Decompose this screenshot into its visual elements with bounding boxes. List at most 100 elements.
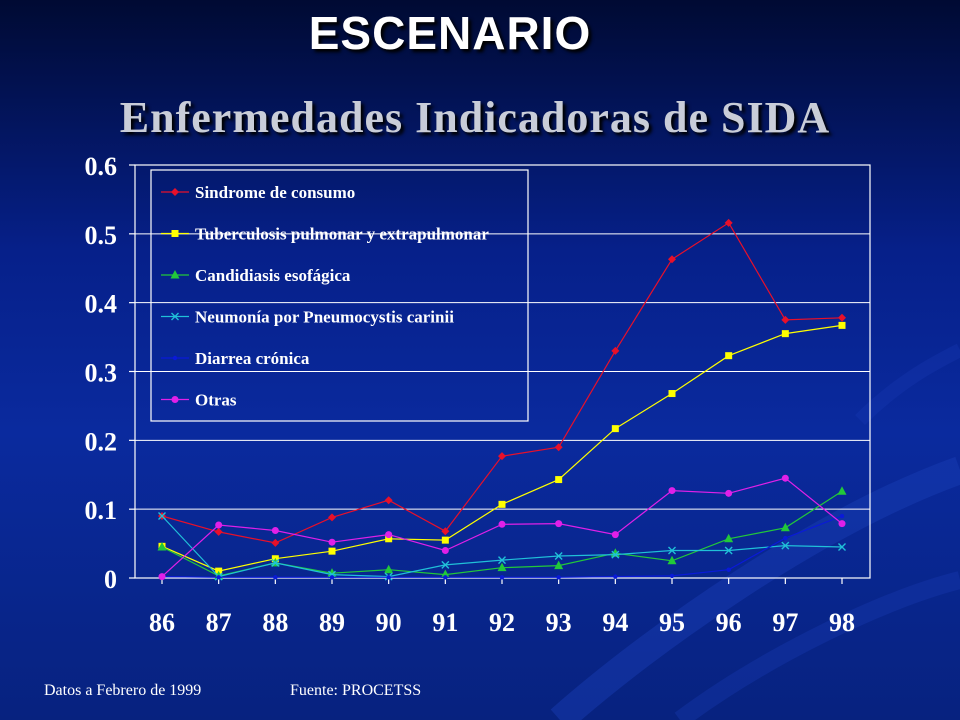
- x-tick-label: 92: [489, 608, 515, 637]
- y-tick-label: 0.5: [85, 221, 118, 250]
- y-tick-label: 0.4: [85, 290, 118, 319]
- data-point-square-series-1: [668, 390, 676, 398]
- data-point-circle-series-5: [725, 489, 733, 497]
- data-point-circle-series-5: [838, 520, 846, 528]
- x-tick-label: 98: [829, 608, 855, 637]
- data-point-x-series-3: [158, 512, 166, 521]
- legend-label: Tuberculosis pulmonar y extrapulmonar: [195, 225, 489, 244]
- data-point-triangle-series-2: [724, 533, 734, 543]
- data-point-dot-series-4: [216, 575, 221, 580]
- legend-marker: [172, 355, 178, 361]
- data-point-square-series-1: [385, 535, 393, 543]
- data-point-circle-series-5: [668, 487, 676, 495]
- legend-label: Neumonía por Pneumocystis carinii: [195, 308, 454, 327]
- data-point-circle-series-5: [328, 538, 336, 546]
- legend-marker: [171, 188, 179, 196]
- legend-box: [150, 169, 529, 422]
- x-tick-label: 88: [262, 608, 288, 637]
- legend-marker: [171, 312, 179, 321]
- data-point-diamond-series-0: [838, 313, 846, 322]
- data-point-diamond-series-0: [214, 527, 223, 536]
- data-point-diamond-series-0: [271, 538, 280, 547]
- data-point-x-series-3: [724, 546, 733, 555]
- x-tick-label: 93: [546, 608, 572, 637]
- data-point-triangle-series-2: [667, 555, 677, 565]
- data-point-square-series-1: [781, 330, 789, 338]
- data-point-circle-series-5: [158, 573, 166, 581]
- data-point-diamond-series-0: [611, 346, 620, 355]
- data-point-dot-series-4: [669, 573, 675, 579]
- data-point-dot-series-4: [556, 575, 561, 580]
- data-point-triangle-series-2: [157, 542, 167, 551]
- data-point-dot-series-4: [613, 574, 618, 579]
- data-point-dot-series-4: [273, 575, 278, 580]
- data-point-diamond-series-0: [668, 255, 676, 264]
- data-point-circle-series-5: [271, 527, 279, 535]
- x-tick-label: 95: [659, 608, 685, 637]
- legend-marker: [171, 230, 179, 237]
- data-point-x-series-3: [611, 550, 620, 559]
- data-point-x-series-3: [554, 551, 563, 560]
- x-tick-label: 89: [319, 608, 345, 637]
- data-point-circle-series-5: [385, 531, 393, 539]
- data-point-dot-series-4: [839, 513, 845, 519]
- y-tick-label: 0.6: [85, 152, 118, 181]
- slide-heading: ESCENARIO: [308, 7, 592, 59]
- x-tick-label: 86: [149, 608, 175, 637]
- x-tick-label: 90: [376, 608, 402, 637]
- data-point-circle-series-5: [611, 531, 619, 539]
- data-point-x-series-3: [781, 541, 790, 550]
- data-point-circle-series-5: [441, 546, 449, 554]
- data-point-diamond-series-0: [724, 218, 733, 227]
- x-tick-label: 97: [772, 608, 798, 637]
- x-tick-label: 94: [602, 608, 628, 637]
- data-point-x-series-3: [271, 558, 280, 567]
- legend-marker: [171, 396, 179, 403]
- data-point-dot-series-4: [726, 567, 731, 572]
- data-point-x-series-3: [838, 543, 846, 552]
- data-point-circle-series-5: [215, 521, 223, 529]
- data-point-x-series-3: [441, 560, 450, 569]
- data-point-diamond-series-0: [498, 452, 506, 461]
- footer-source-note: Fuente: PROCETSS: [290, 682, 422, 699]
- data-point-dot-series-4: [783, 535, 788, 541]
- data-point-dot-series-4: [443, 575, 448, 580]
- data-point-diamond-series-0: [554, 443, 563, 452]
- data-point-dot-series-4: [499, 575, 505, 580]
- x-tick-label: 91: [432, 608, 458, 637]
- data-point-diamond-series-0: [328, 513, 336, 522]
- data-point-dot-series-4: [329, 575, 335, 580]
- data-point-square-series-1: [611, 425, 619, 433]
- x-tick-label: 87: [206, 608, 232, 637]
- legend-marker: [170, 270, 180, 279]
- data-point-square-series-1: [555, 476, 563, 484]
- slide-subheading: Enfermedades Indicadoras de SIDA: [119, 93, 831, 142]
- data-point-triangle-series-2: [440, 569, 450, 579]
- data-point-circle-series-5: [781, 474, 789, 482]
- data-point-square-series-1: [498, 500, 506, 508]
- data-point-x-series-3: [498, 556, 506, 565]
- y-tick-label: 0.2: [85, 427, 118, 456]
- data-point-x-series-3: [668, 546, 676, 555]
- data-point-diamond-series-0: [441, 527, 450, 536]
- data-point-square-series-1: [838, 321, 846, 329]
- legend-label: Diarrea crónica: [195, 349, 310, 368]
- data-point-triangle-series-2: [780, 522, 790, 532]
- data-point-triangle-series-2: [497, 562, 507, 572]
- data-point-square-series-1: [328, 547, 336, 555]
- legend-label: Otras: [195, 391, 237, 410]
- x-tick-label: 96: [716, 608, 742, 637]
- y-tick-label: 0.1: [85, 496, 118, 525]
- y-tick-label: 0.3: [85, 359, 118, 388]
- data-point-square-series-1: [725, 352, 733, 360]
- data-point-diamond-series-0: [384, 496, 393, 505]
- legend-label: Sindrome de consumo: [195, 183, 355, 202]
- data-point-triangle-series-2: [384, 564, 394, 574]
- footer-date-note: Datos a Febrero de 1999: [44, 682, 202, 699]
- data-point-square-series-1: [441, 536, 449, 544]
- data-point-circle-series-5: [498, 520, 506, 528]
- data-point-diamond-series-0: [781, 315, 790, 324]
- line-chart: 0 0.1 0.2 0.3 0.4 0.5 0.6 86 87 88 89 90 91 92 93 94 95 9…: [85, 152, 871, 637]
- data-point-circle-series-5: [555, 520, 563, 528]
- data-point-dot-series-4: [386, 575, 391, 580]
